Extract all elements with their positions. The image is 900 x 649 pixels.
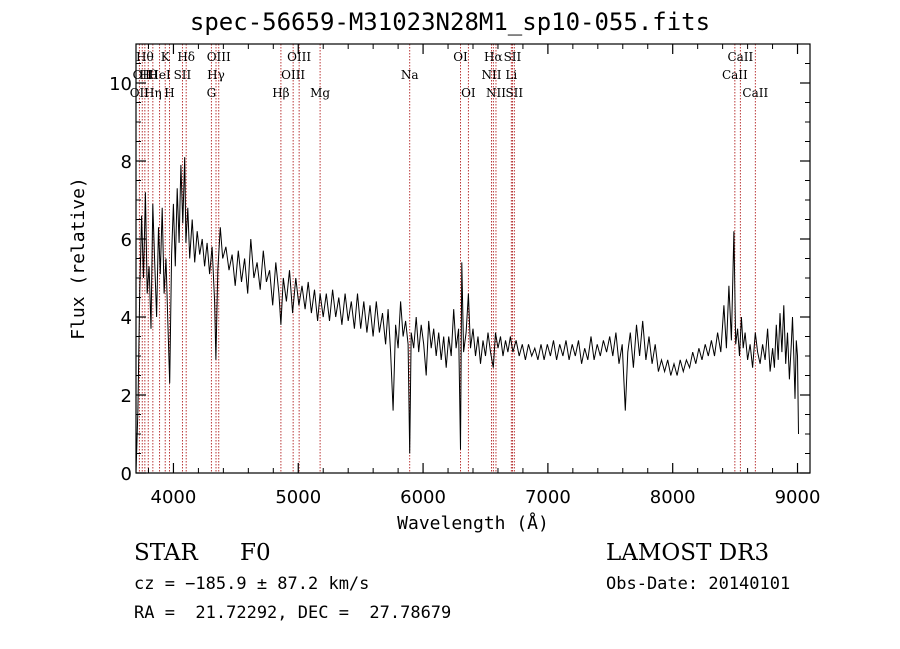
spectrum-series-line [135,157,799,474]
line-label-10: G [207,86,217,100]
line-label-21: Hα [484,50,503,64]
y-tick-label: 4 [121,308,132,329]
line-label-5: HeI [148,68,171,82]
line-label-0: OII [130,86,150,100]
x-tick-label: 9000 [775,487,821,508]
line-label-17: Na [401,68,419,82]
line-label-23: Li [505,68,517,82]
y-tick-label: 6 [121,230,132,251]
line-label-19: OI [461,86,476,100]
x-axis-label: Wavelength (Å) [397,512,549,534]
line-label-15: OIII [287,50,311,64]
line-label-22: NII [486,86,506,100]
object-subclass: F0 [240,540,271,566]
redshift-cz: cz = −185.9 ± 87.2 km/s [134,574,370,594]
chart-title: spec-56659-M31023N28M1_sp10-055.fits [189,8,711,36]
x-tick-label: 8000 [650,487,696,508]
line-label-4: Hη [144,86,162,100]
line-label-6: K [161,50,171,64]
line-label-14: OIII [281,68,305,82]
survey-name: LAMOST DR3 [606,540,770,566]
axis-ticks: 4000 5000 6000 7000 8000 9000 0 2 4 6 8 10 [109,43,821,508]
coordinates: RA = 21.72292, DEC = 27.78679 [134,603,452,623]
line-label-3: Hθ [139,68,157,82]
x-tick-label: 5000 [275,487,321,508]
line-label-13: Hβ [272,86,289,100]
y-tick-label: 0 [121,464,132,485]
line-label-18: OI [453,50,468,64]
line-label-24: SII [504,50,522,64]
line-label-11: Hγ [207,68,225,82]
line-label-26: CaII [722,68,748,82]
line-labels: OIIOIIHθHθHηHeIKHSIIHδGHγOIIIHβOIIIOIIIM… [130,50,769,100]
y-axis-label: Flux (relative) [68,177,89,340]
line-label-2: Hθ [136,50,154,64]
line-label-25: SII [505,86,523,100]
x-tick-label: 6000 [400,487,446,508]
line-label-20: NII [481,68,501,82]
line-label-28: CaII [742,86,768,100]
plot-frame [135,43,811,474]
y-tick-label: 10 [109,74,132,95]
y-tick-label: 8 [121,152,132,173]
x-tick-label: 4000 [151,487,197,508]
line-label-8: SII [174,68,192,82]
line-label-1: OII [133,68,153,82]
line-label-16: Mg [310,86,330,100]
line-label-9: Hδ [177,50,195,64]
line-label-27: CaII [727,50,753,64]
y-tick-label: 2 [121,386,132,407]
observation-date: Obs-Date: 20140101 [606,574,791,594]
line-label-7: H [164,86,174,100]
object-class: STAR [134,540,198,566]
x-tick-label: 7000 [525,487,571,508]
line-label-12: OIII [207,50,231,64]
